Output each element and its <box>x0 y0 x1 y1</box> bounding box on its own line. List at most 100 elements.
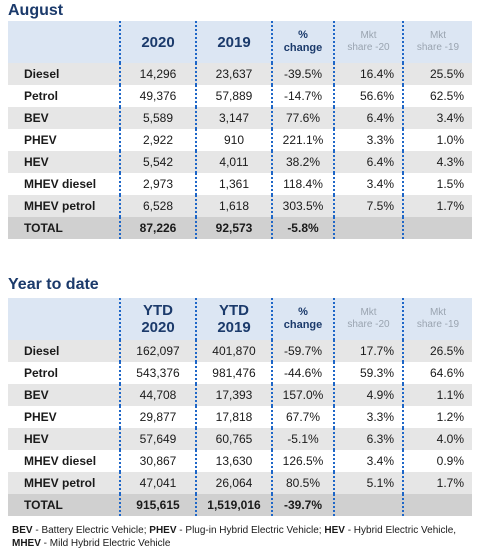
table-cell: 6.4% <box>333 151 403 173</box>
table-cell: 157.0% <box>271 384 334 406</box>
table-cell: 17.7% <box>333 340 403 362</box>
table-cell: 16.4% <box>333 63 403 85</box>
total-cell: 915,615 <box>119 494 196 516</box>
total-cell: 87,226 <box>119 217 196 239</box>
column-header: 2020 <box>119 21 196 63</box>
table-cell: 3,147 <box>195 107 272 129</box>
table-cell: 981,476 <box>195 362 272 384</box>
table-cell: -14.7% <box>271 85 334 107</box>
table-cell: 1.1% <box>402 384 472 406</box>
table-row: BEV 5,589 3,147 77.6% 6.4% 3.4% <box>8 107 472 129</box>
table-row: Petrol 543,376 981,476 -44.6% 59.3% 64.6% <box>8 362 472 384</box>
table-header-row: 2020 2019% change Mkt share -20 Mkt share -… <box>8 21 472 63</box>
table-cell: 5,589 <box>119 107 196 129</box>
total-cell: 92,573 <box>195 217 272 239</box>
table-cell: 38.2% <box>271 151 334 173</box>
total-cell <box>402 217 472 239</box>
table-cell: 49,376 <box>119 85 196 107</box>
total-row: TOTAL 87,226 92,573 -5.8% <box>8 217 472 239</box>
total-cell: 1,519,016 <box>195 494 272 516</box>
table-row: Petrol 49,376 57,889 -14.7% 56.6% 62.5% <box>8 85 472 107</box>
row-label: Petrol <box>8 85 120 107</box>
table-cell: 2,973 <box>119 173 196 195</box>
table-cell: 1.7% <box>402 195 472 217</box>
total-label: TOTAL <box>8 217 120 239</box>
footnote: BEV - Battery Electric Vehicle; PHEV - P… <box>12 524 472 550</box>
table-header-row: YTD 2020 YTD 2019% change Mkt share -20 Mkt… <box>8 298 472 340</box>
row-label: HEV <box>8 151 120 173</box>
footnote-text: - Mild Hybrid Electric Vehicle <box>40 538 171 549</box>
table-cell: 1.0% <box>402 129 472 151</box>
table-cell: -5.1% <box>271 428 334 450</box>
table-cell: 4.9% <box>333 384 403 406</box>
column-header: Mkt share -20 <box>333 21 403 63</box>
table-cell: 47,041 <box>119 472 196 494</box>
table-cell: 543,376 <box>119 362 196 384</box>
table-cell: 0.9% <box>402 450 472 472</box>
table-cell: 62.5% <box>402 85 472 107</box>
table-cell: 3.3% <box>333 129 403 151</box>
table-cell: 221.1% <box>271 129 334 151</box>
table-cell: 3.4% <box>402 107 472 129</box>
row-label: BEV <box>8 384 120 406</box>
table-cell: 23,637 <box>195 63 272 85</box>
column-header: 2019 <box>195 21 272 63</box>
august-table: 2020 2019% change Mkt share -20 Mkt share -… <box>8 21 472 239</box>
table-cell: 14,296 <box>119 63 196 85</box>
table-cell: 3.4% <box>333 450 403 472</box>
footnote-text: - Plug-in Hybrid Electric Vehicle; <box>176 525 325 536</box>
table-cell: 401,870 <box>195 340 272 362</box>
table-cell: 60,765 <box>195 428 272 450</box>
total-label: TOTAL <box>8 494 120 516</box>
table-cell: 77.6% <box>271 107 334 129</box>
row-label: BEV <box>8 107 120 129</box>
table-cell: 2,922 <box>119 129 196 151</box>
table-row: Diesel 162,097 401,870 -59.7% 17.7% 26.5% <box>8 340 472 362</box>
table-cell: -59.7% <box>271 340 334 362</box>
column-header <box>8 298 120 340</box>
row-label: Diesel <box>8 340 120 362</box>
column-header: % change <box>271 21 334 63</box>
total-cell <box>333 217 403 239</box>
table-cell: 26,064 <box>195 472 272 494</box>
table-cell: 1.2% <box>402 406 472 428</box>
row-label: Petrol <box>8 362 120 384</box>
table-cell: 59.3% <box>333 362 403 384</box>
table-cell: -39.5% <box>271 63 334 85</box>
table-row: MHEV diesel 2,973 1,361 118.4% 3.4% 1.5% <box>8 173 472 195</box>
table-cell: 7.5% <box>333 195 403 217</box>
table-cell: 80.5% <box>271 472 334 494</box>
column-header <box>8 21 120 63</box>
table-cell: 6.3% <box>333 428 403 450</box>
august-title: August <box>8 2 64 19</box>
table-cell: 4,011 <box>195 151 272 173</box>
table-cell: 1.7% <box>402 472 472 494</box>
total-cell: -39.7% <box>271 494 334 516</box>
footnote-abbr: BEV <box>12 525 33 536</box>
table-cell: 4.0% <box>402 428 472 450</box>
table-cell: 162,097 <box>119 340 196 362</box>
column-header: Mkt share -19 <box>402 298 472 340</box>
column-header: % change <box>271 298 334 340</box>
table-cell: 1.5% <box>402 173 472 195</box>
table-cell: 5,542 <box>119 151 196 173</box>
table-row: Diesel 14,296 23,637 -39.5% 16.4% 25.5% <box>8 63 472 85</box>
table-cell: 67.7% <box>271 406 334 428</box>
footnote-abbr: MHEV <box>12 538 41 549</box>
footnote-text: - Battery Electric Vehicle; <box>32 525 150 536</box>
table-cell: 25.5% <box>402 63 472 85</box>
table-cell: 5.1% <box>333 472 403 494</box>
table-cell: 57,649 <box>119 428 196 450</box>
total-cell <box>402 494 472 516</box>
table-cell: 17,818 <box>195 406 272 428</box>
table-cell: 30,867 <box>119 450 196 472</box>
table-row: BEV 44,708 17,393 157.0% 4.9% 1.1% <box>8 384 472 406</box>
table-cell: 17,393 <box>195 384 272 406</box>
footnote-abbr: PHEV <box>149 525 177 536</box>
table-cell: 64.6% <box>402 362 472 384</box>
table-row: HEV 5,542 4,011 38.2% 6.4% 4.3% <box>8 151 472 173</box>
table-cell: 57,889 <box>195 85 272 107</box>
total-cell: -5.8% <box>271 217 334 239</box>
row-label: Diesel <box>8 63 120 85</box>
table-row: PHEV 29,877 17,818 67.7% 3.3% 1.2% <box>8 406 472 428</box>
